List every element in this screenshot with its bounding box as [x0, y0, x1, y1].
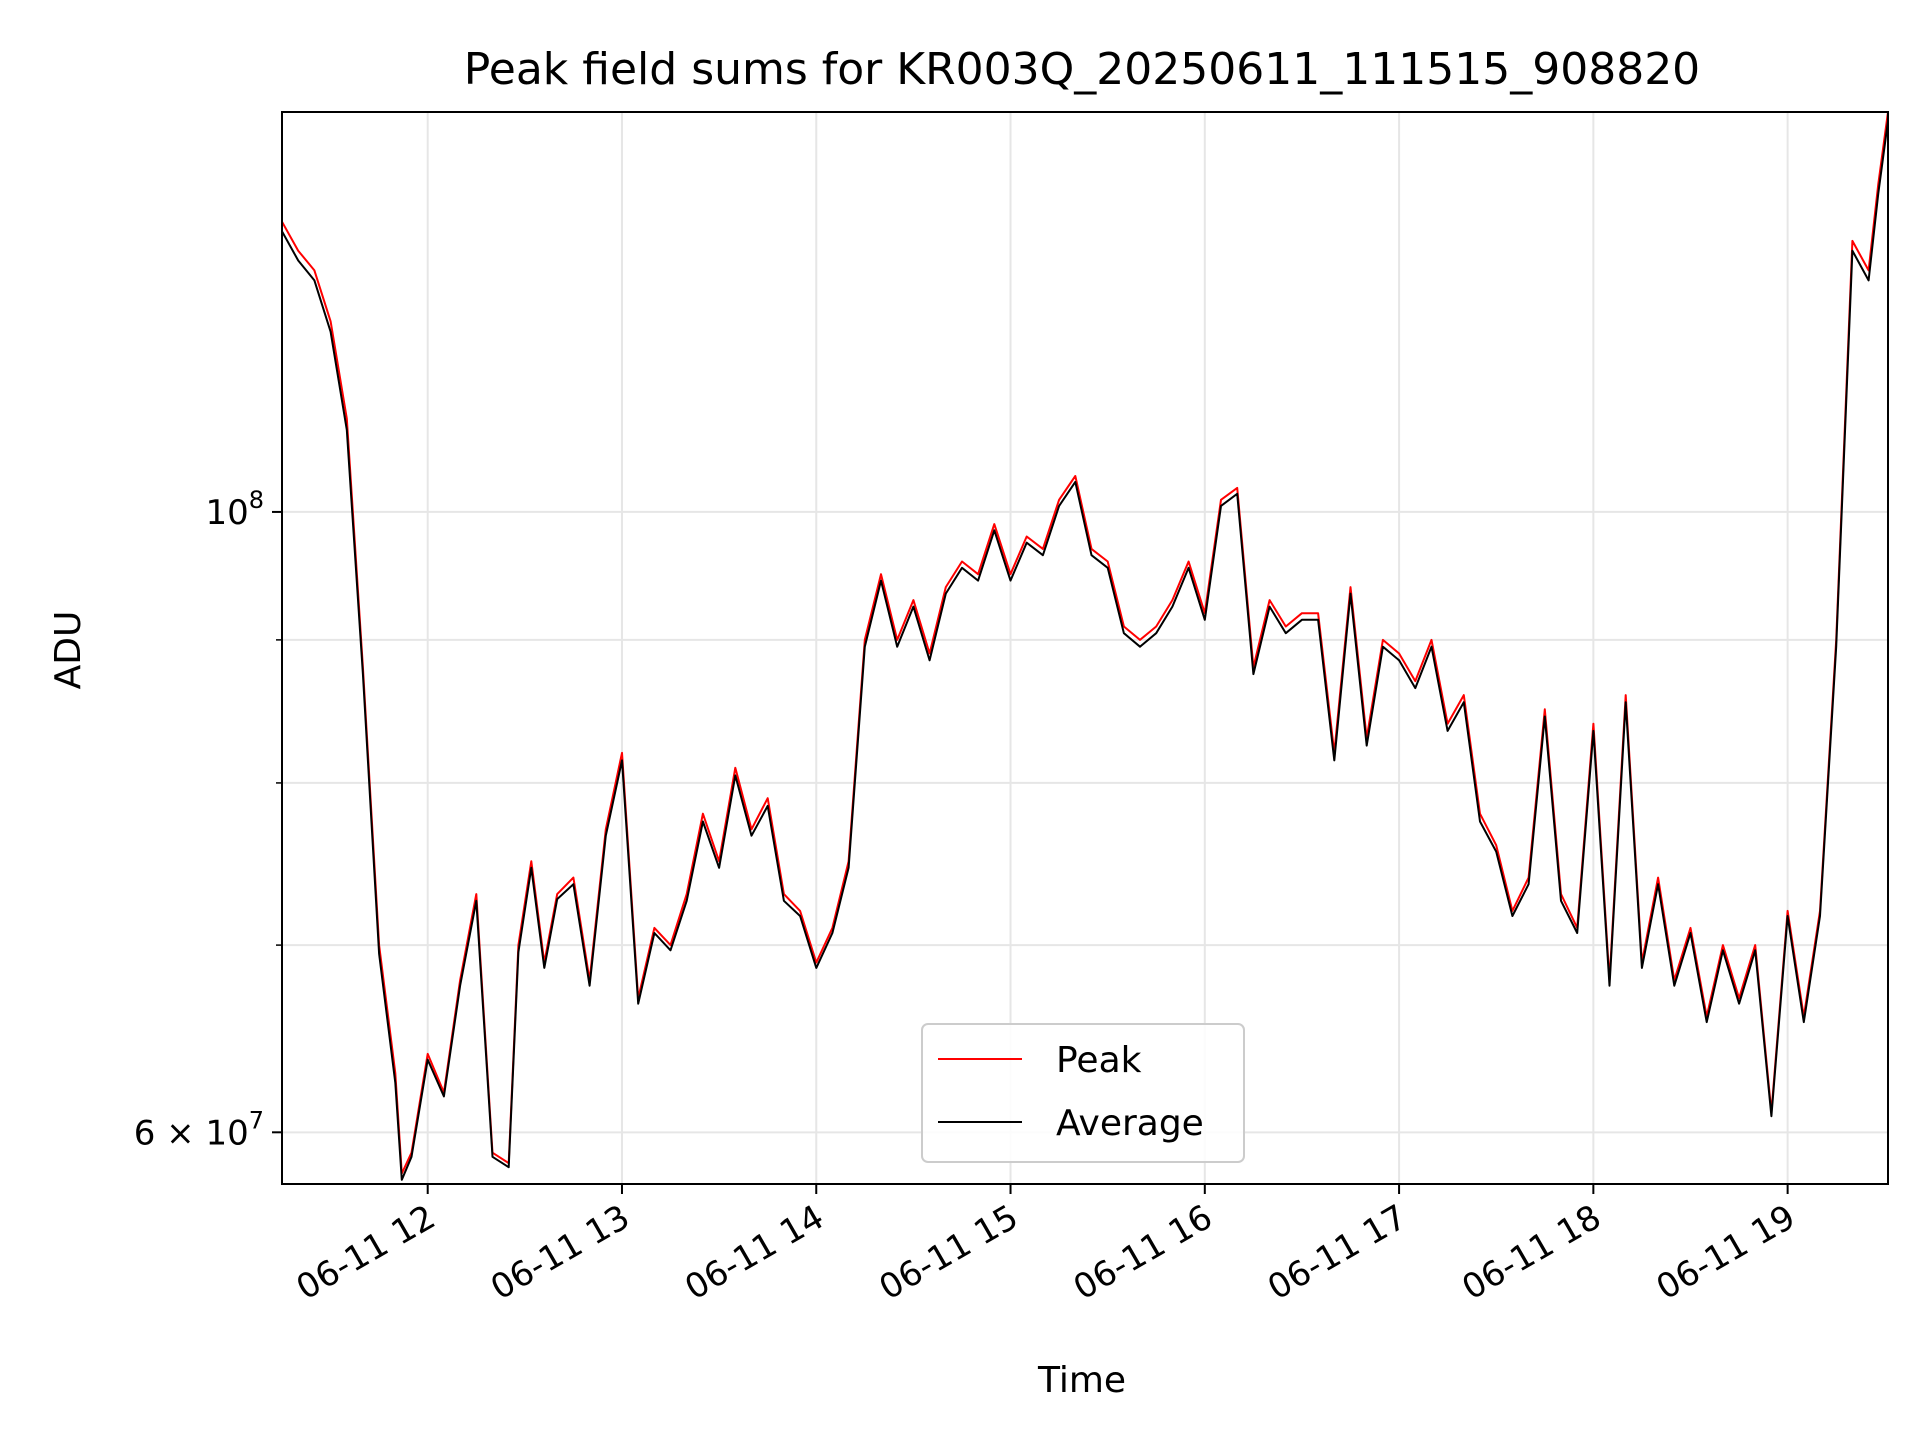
series-line-peak	[282, 112, 1888, 1175]
y-tick-label: 108	[205, 486, 264, 533]
x-axis-label: Time	[1037, 1360, 1126, 1401]
legend-label-peak: Peak	[1056, 1040, 1142, 1081]
series-layer	[282, 112, 1888, 1181]
chart-title: Peak field sums for KR003Q_20250611_1115…	[464, 44, 1700, 95]
plot-frame	[281, 111, 1889, 1185]
legend-label-average: Average	[1056, 1103, 1204, 1144]
series-line-average	[282, 120, 1888, 1181]
y-tick-label: 6 × 107	[134, 1106, 264, 1153]
legend: Peak Average	[921, 1023, 1245, 1163]
y-axis-label: ADU	[48, 611, 89, 690]
